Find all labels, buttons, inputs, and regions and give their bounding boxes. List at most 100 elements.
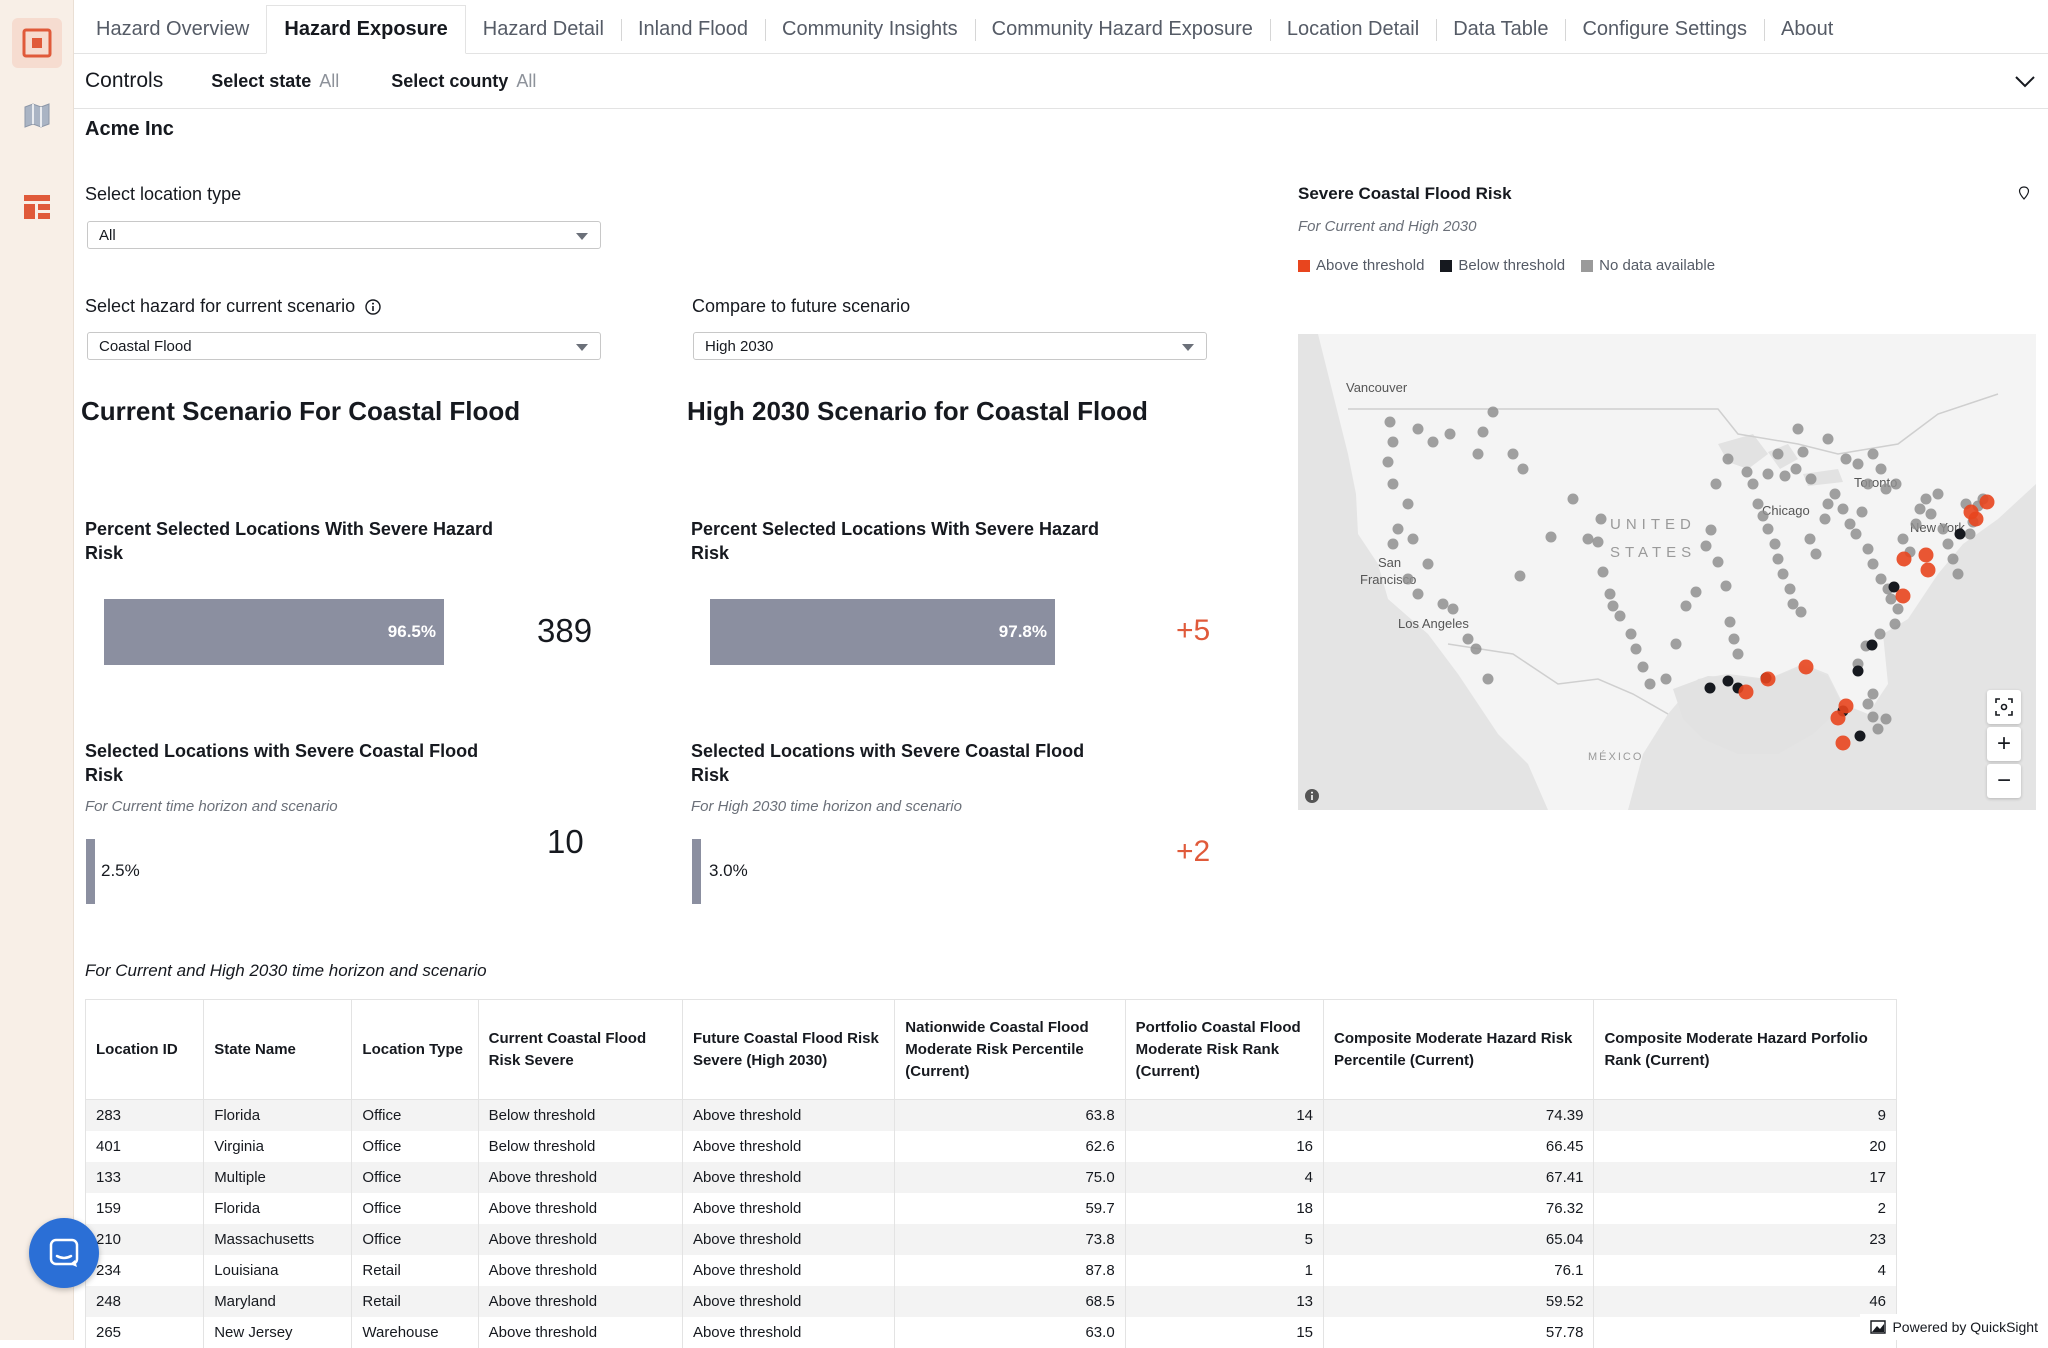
tab-hazard-exposure[interactable]: Hazard Exposure: [266, 5, 466, 54]
location-type-select[interactable]: All: [87, 221, 601, 249]
tab-community-insights[interactable]: Community Insights: [765, 5, 975, 53]
marker-no-data[interactable]: [1384, 416, 1396, 428]
marker-above-threshold[interactable]: [1895, 588, 1911, 604]
marker-no-data[interactable]: [1747, 478, 1759, 490]
marker-no-data[interactable]: [1892, 603, 1904, 615]
marker-no-data[interactable]: [1597, 566, 1609, 578]
tab-location-detail[interactable]: Location Detail: [1269, 5, 1436, 53]
marker-no-data[interactable]: [1880, 483, 1892, 495]
marker-above-threshold[interactable]: [1798, 659, 1814, 675]
marker-no-data[interactable]: [1897, 533, 1909, 545]
marker-no-data[interactable]: [1937, 523, 1949, 535]
marker-no-data[interactable]: [1444, 428, 1456, 440]
chat-launcher-button[interactable]: [29, 1218, 99, 1288]
marker-no-data[interactable]: [1477, 426, 1489, 438]
map-canvas[interactable]: Vancouver UNITED STATES Toronto Chicago …: [1298, 334, 2036, 810]
marker-no-data[interactable]: [1625, 628, 1637, 640]
marker-no-data[interactable]: [1822, 433, 1834, 445]
marker-no-data[interactable]: [1472, 448, 1484, 460]
marker-no-data[interactable]: [1732, 648, 1744, 660]
marker-no-data[interactable]: [1810, 548, 1822, 560]
marker-no-data[interactable]: [1880, 713, 1892, 725]
marker-no-data[interactable]: [1507, 448, 1519, 460]
column-header-portfolio-rank[interactable]: Portfolio Coastal Flood Moderate Risk Ra…: [1124, 999, 1325, 1100]
marker-no-data[interactable]: [1874, 628, 1886, 640]
marker-no-data[interactable]: [1437, 598, 1449, 610]
marker-no-data[interactable]: [1862, 478, 1874, 490]
marker-no-data[interactable]: [1942, 538, 1954, 550]
marker-no-data[interactable]: [1607, 600, 1619, 612]
marker-no-data[interactable]: [1567, 493, 1579, 505]
marker-no-data[interactable]: [1947, 553, 1959, 565]
column-header-location-type[interactable]: Location Type: [351, 999, 479, 1100]
marker-no-data[interactable]: [1392, 523, 1404, 535]
column-header-composite-percentile[interactable]: Composite Moderate Hazard Risk Percentil…: [1322, 999, 1595, 1100]
marker-no-data[interactable]: [1630, 643, 1642, 655]
marker-no-data[interactable]: [1382, 456, 1394, 468]
marker-no-data[interactable]: [1517, 463, 1529, 475]
marker-no-data[interactable]: [1925, 508, 1937, 520]
table-row[interactable]: 265 New Jersey Warehouse Above threshold Abo…: [84, 1316, 1897, 1348]
zoom-in-button[interactable]: +: [1987, 727, 2021, 761]
marker-no-data[interactable]: [1387, 538, 1399, 550]
map-info-icon[interactable]: [1304, 788, 1320, 804]
marker-no-data[interactable]: [1447, 603, 1459, 615]
marker-no-data[interactable]: [1614, 610, 1626, 622]
marker-no-data[interactable]: [1582, 533, 1594, 545]
marker-no-data[interactable]: [1412, 423, 1424, 435]
marker-no-data[interactable]: [1595, 513, 1607, 525]
marker-no-data[interactable]: [1407, 533, 1419, 545]
marker-no-data[interactable]: [1805, 473, 1817, 485]
marker-no-data[interactable]: [1889, 618, 1901, 630]
marker-no-data[interactable]: [1867, 711, 1879, 723]
marker-above-threshold[interactable]: [1835, 735, 1851, 751]
marker-no-data[interactable]: [1772, 553, 1784, 565]
marker-no-data[interactable]: [1790, 463, 1802, 475]
marker-no-data[interactable]: [1792, 423, 1804, 435]
tab-about[interactable]: About: [1764, 5, 1850, 53]
table-row[interactable]: 133 Multiple Office Above threshold Above th…: [84, 1161, 1897, 1193]
marker-no-data[interactable]: [1867, 688, 1879, 700]
marker-no-data[interactable]: [1952, 568, 1964, 580]
table-row[interactable]: 210 Massachusetts Office Above threshold Abo…: [84, 1223, 1897, 1255]
table-row[interactable]: 283 Florida Office Below threshold Above thr…: [84, 1099, 1897, 1131]
column-header-state-name[interactable]: State Name: [203, 999, 353, 1100]
tab-configure-settings[interactable]: Configure Settings: [1565, 5, 1764, 53]
marker-below-threshold[interactable]: [1888, 581, 1900, 593]
column-header-nationwide-percentile[interactable]: Nationwide Coastal Flood Moderate Risk P…: [894, 999, 1126, 1100]
marker-no-data[interactable]: [1914, 503, 1926, 515]
marker-no-data[interactable]: [1779, 470, 1791, 482]
marker-no-data[interactable]: [1964, 528, 1976, 540]
marker-no-data[interactable]: [1710, 478, 1722, 490]
marker-no-data[interactable]: [1795, 606, 1807, 618]
marker-no-data[interactable]: [1920, 493, 1932, 505]
marker-no-data[interactable]: [1690, 586, 1702, 598]
marker-no-data[interactable]: [1644, 678, 1656, 690]
state-control-value[interactable]: All: [319, 70, 340, 91]
tab-hazard-overview[interactable]: Hazard Overview: [96, 17, 250, 40]
column-header-future-risk[interactable]: Future Coastal Flood Risk Severe (High 2…: [681, 999, 896, 1100]
marker-no-data[interactable]: [1514, 570, 1526, 582]
controls-bar[interactable]: Controls Select state All Select county …: [74, 54, 2048, 109]
marker-no-data[interactable]: [1852, 458, 1864, 470]
marker-no-data[interactable]: [1402, 498, 1414, 510]
marker-no-data[interactable]: [1712, 556, 1724, 568]
marker-above-threshold[interactable]: [1920, 562, 1936, 578]
marker-no-data[interactable]: [1872, 723, 1884, 735]
marker-no-data[interactable]: [1862, 698, 1874, 710]
marker-no-data[interactable]: [1777, 568, 1789, 580]
marker-below-threshold[interactable]: [1954, 528, 1966, 540]
marker-no-data[interactable]: [1784, 583, 1796, 595]
marker-no-data[interactable]: [1412, 588, 1424, 600]
marker-no-data[interactable]: [1867, 448, 1879, 460]
marker-no-data[interactable]: [1787, 598, 1799, 610]
marker-no-data[interactable]: [1545, 531, 1557, 543]
chevron-down-icon[interactable]: [2014, 70, 2036, 92]
marker-no-data[interactable]: [1387, 478, 1399, 490]
state-control-label[interactable]: Select state: [211, 70, 312, 91]
marker-no-data[interactable]: [1387, 436, 1399, 448]
marker-no-data[interactable]: [1885, 593, 1897, 605]
marker-no-data[interactable]: [1862, 543, 1874, 555]
marker-no-data[interactable]: [1427, 436, 1439, 448]
info-icon[interactable]: [365, 298, 381, 315]
